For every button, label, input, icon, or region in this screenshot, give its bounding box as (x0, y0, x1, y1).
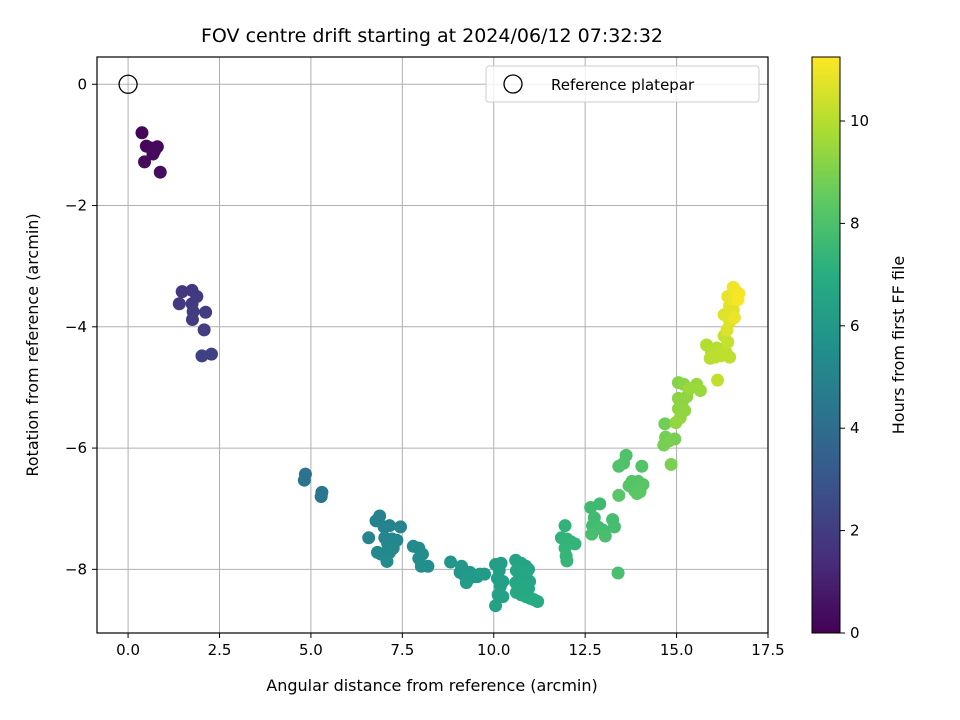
data-point (459, 576, 473, 590)
data-point (175, 285, 189, 299)
reference-marker-layer (118, 74, 138, 94)
y-tick-label: −8 (65, 560, 87, 578)
grid-lines (97, 57, 769, 633)
x-axis-label: Angular distance from reference (arcmin) (266, 676, 597, 695)
x-tick-label: 7.5 (390, 641, 414, 659)
data-point (585, 527, 599, 541)
x-tick-label: 10.0 (477, 641, 510, 659)
data-point (473, 567, 487, 581)
data-point (598, 529, 612, 543)
data-point (612, 488, 626, 502)
colorbar-tick-label: 10 (850, 112, 869, 130)
reference-platepar-marker (118, 74, 138, 94)
x-tick-label: 5.0 (299, 641, 323, 659)
data-point (138, 155, 152, 169)
data-point (560, 554, 574, 568)
data-point (520, 565, 534, 579)
data-point (489, 599, 503, 613)
x-axis-ticks: 0.0 2.5 5.0 7.5 10.0 12.5 15.0 17.5 (116, 633, 785, 659)
data-point (496, 590, 510, 604)
data-point (394, 520, 408, 534)
data-point (314, 490, 328, 504)
y-tick-label: −6 (65, 439, 87, 457)
data-point (731, 293, 745, 307)
legend-marker-open-circle (503, 74, 523, 94)
x-tick-label: 0.0 (116, 641, 140, 659)
colorbar-tick-label: 0 (850, 624, 860, 642)
y-tick-label: −4 (65, 318, 87, 336)
data-point (153, 165, 167, 179)
data-point (444, 555, 458, 569)
legend-label: Reference platepar (551, 76, 695, 94)
data-point (611, 566, 625, 580)
colorbar-tick-label: 4 (850, 419, 860, 437)
data-point (421, 559, 435, 573)
x-tick-label: 2.5 (208, 641, 232, 659)
data-point (682, 382, 696, 396)
data-point (515, 584, 529, 598)
plot-frame (96, 56, 769, 634)
y-tick-label: −2 (65, 197, 87, 215)
data-point (531, 594, 545, 608)
data-point (204, 347, 218, 361)
colorbar: 0 2 4 6 8 10 Hours from first FF file (811, 56, 908, 642)
colorbar-gradient (811, 56, 841, 634)
colorbar-ticks: 0 2 4 6 8 10 (840, 112, 869, 642)
y-tick-label: 0 (77, 75, 87, 93)
data-point (199, 305, 213, 319)
chart-title: FOV centre drift starting at 2024/06/12 … (201, 25, 663, 47)
colorbar-label: Hours from first FF file (889, 256, 908, 435)
data-point (711, 373, 725, 387)
legend: Reference platepar (485, 65, 760, 103)
data-point (146, 147, 160, 161)
data-point (727, 311, 741, 325)
data-point (720, 323, 734, 337)
data-point (617, 456, 631, 470)
x-tick-label: 15.0 (660, 641, 693, 659)
data-point (723, 350, 737, 364)
data-point (362, 531, 376, 545)
data-point (635, 459, 649, 473)
data-point (185, 313, 199, 327)
data-point (135, 126, 149, 140)
data-point (607, 520, 621, 534)
y-axis-label: Rotation from reference (arcmin) (23, 213, 42, 476)
data-point (664, 457, 678, 471)
data-point (658, 417, 672, 431)
data-point (662, 434, 676, 448)
x-tick-label: 17.5 (751, 641, 784, 659)
data-point (383, 519, 397, 533)
data-points (135, 126, 746, 613)
data-point (593, 497, 607, 511)
data-point (669, 416, 683, 430)
colorbar-tick-label: 6 (850, 317, 860, 335)
data-point (172, 297, 186, 311)
data-point (693, 383, 707, 397)
data-point (558, 519, 572, 533)
x-tick-label: 12.5 (568, 641, 601, 659)
data-point (568, 537, 582, 551)
y-axis-ticks: 0 −2 −4 −6 −8 (65, 75, 97, 578)
legend-box (485, 65, 760, 103)
data-point (197, 323, 211, 337)
colorbar-tick-label: 8 (850, 214, 860, 232)
colorbar-tick-label: 2 (850, 522, 860, 540)
data-point (630, 487, 644, 501)
data-point (380, 554, 394, 568)
data-point (297, 473, 311, 487)
